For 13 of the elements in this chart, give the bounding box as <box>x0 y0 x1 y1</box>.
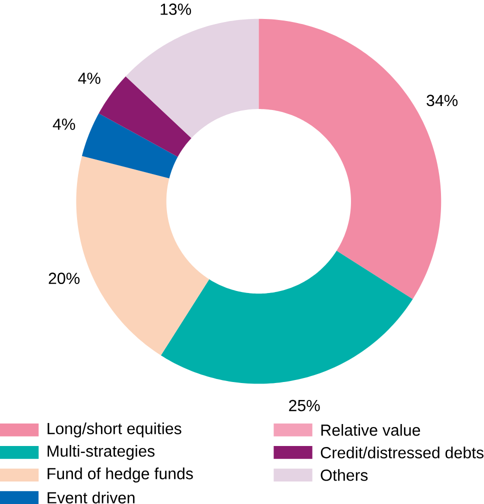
data-label: 4% <box>78 72 100 84</box>
legend-label: Relative value <box>321 424 420 436</box>
legend-label: Others <box>320 469 368 481</box>
legend-label: Long/short equities <box>48 422 182 438</box>
legend-label: Multi-strategies <box>48 445 154 460</box>
data-label: 25% <box>289 400 320 412</box>
data-label: 34% <box>426 94 458 106</box>
legend-label: Event driven <box>48 492 134 504</box>
data-label: 13% <box>160 4 191 15</box>
legend-label: Credit/distressed debts <box>320 446 484 458</box>
data-label: 4% <box>52 118 76 130</box>
data-label: 20% <box>48 272 80 284</box>
legend-label: Fund of hedge funds <box>48 468 193 482</box>
